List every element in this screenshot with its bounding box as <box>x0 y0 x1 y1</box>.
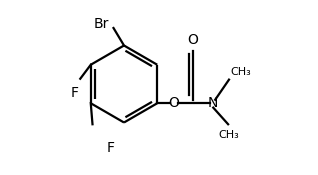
Text: N: N <box>207 96 218 110</box>
Text: Br: Br <box>94 18 109 32</box>
Text: CH₃: CH₃ <box>231 67 252 77</box>
Text: F: F <box>71 86 79 100</box>
Text: F: F <box>107 141 115 155</box>
Text: O: O <box>188 33 198 47</box>
Text: O: O <box>169 96 179 110</box>
Text: CH₃: CH₃ <box>219 130 239 139</box>
